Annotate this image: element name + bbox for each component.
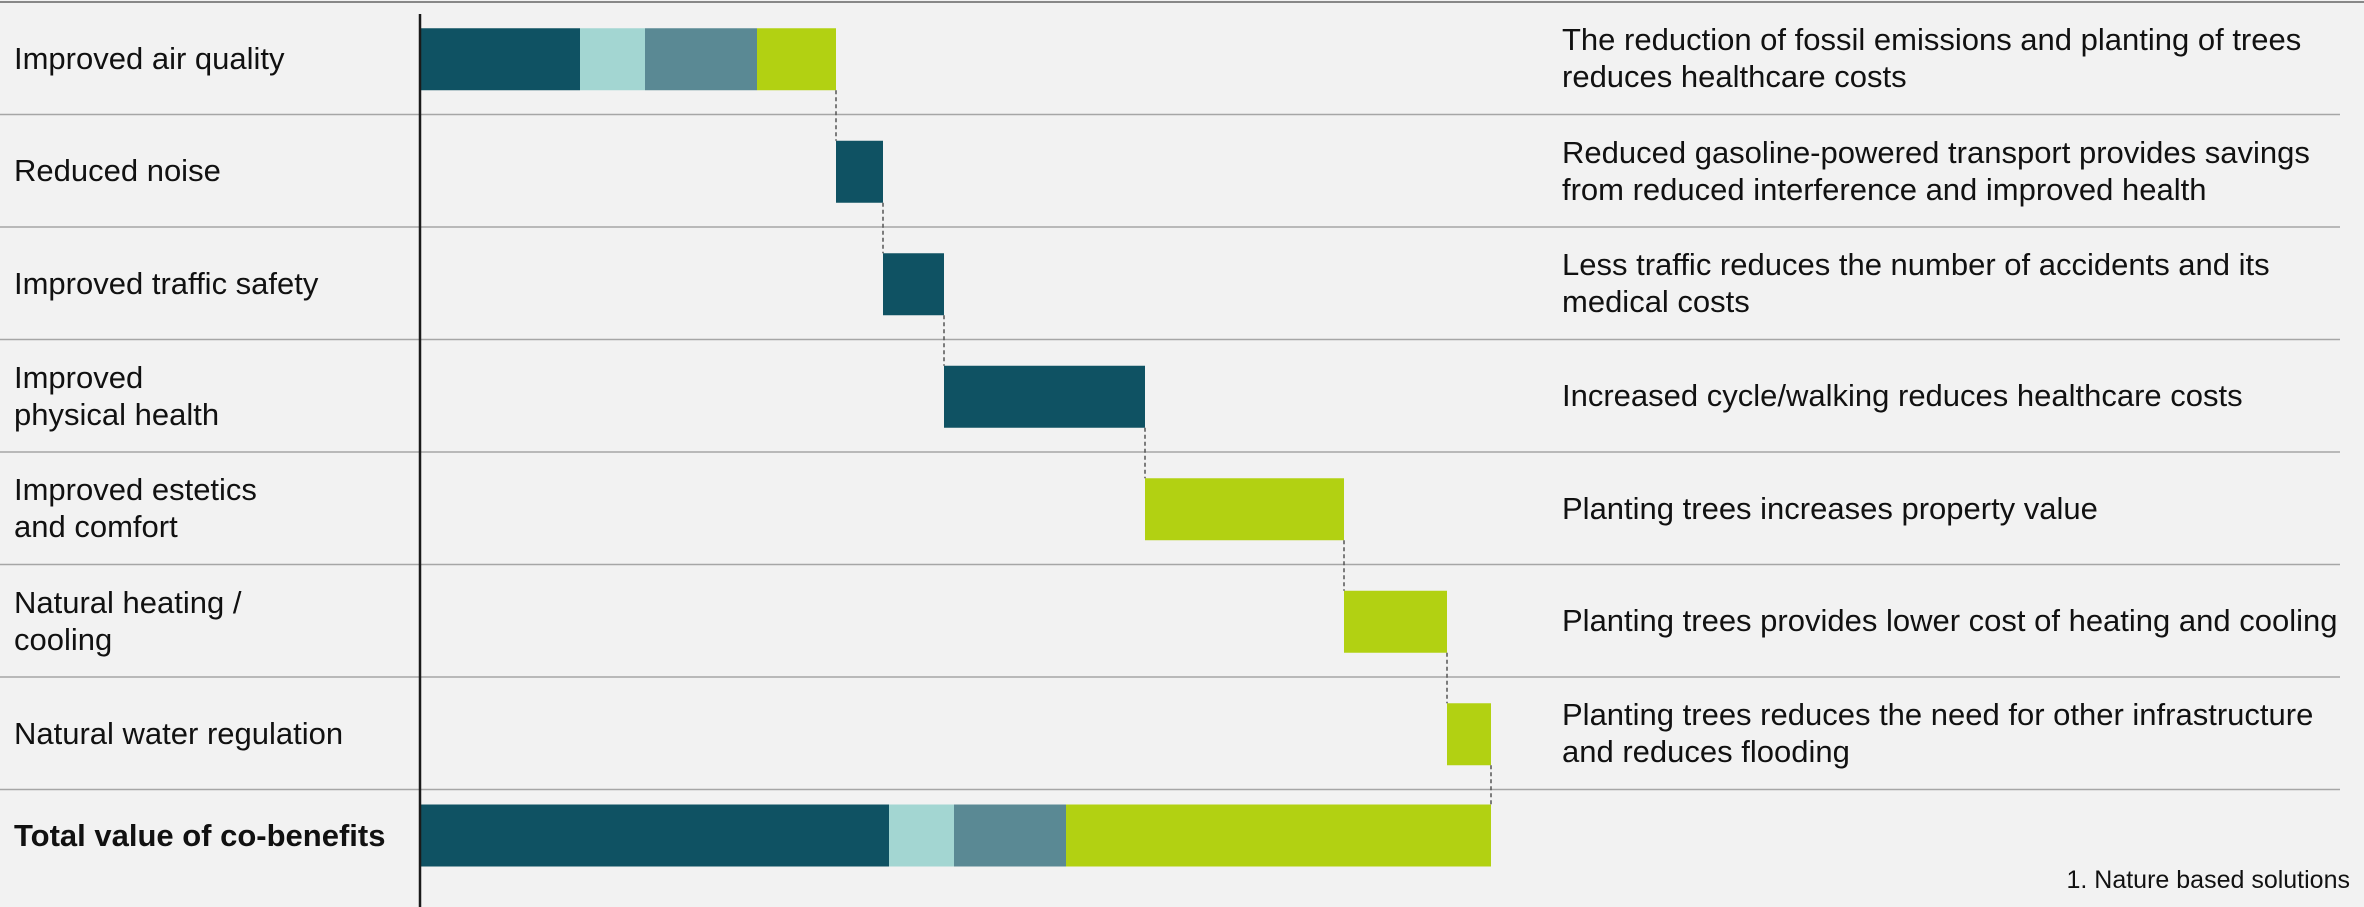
row-label: Improved estetics and comfort	[14, 472, 257, 545]
row-label: Reduced noise	[14, 153, 221, 189]
row-description: Less traffic reduces the number of accid…	[1562, 247, 2270, 320]
footnote: 1. Nature based solutions	[2066, 866, 2350, 894]
total-label: Total value of co-benefits	[14, 818, 386, 853]
row-label: Improved traffic safety	[14, 265, 319, 301]
bar-segment	[883, 253, 944, 316]
bar-segment	[645, 28, 757, 91]
bar-segment	[1145, 478, 1344, 541]
row-description: Planting trees provides lower cost of he…	[1562, 603, 2338, 639]
row-description: Planting trees reduces the need for othe…	[1562, 697, 2314, 770]
row-label: Natural heating / cooling	[14, 584, 242, 657]
total-bar-segment	[1066, 804, 1491, 867]
total-bar-segment	[954, 804, 1066, 867]
bar-segment	[944, 365, 1145, 428]
row-description: Planting trees increases property value	[1562, 490, 2098, 526]
row-description: The reduction of fossil emissions and pl…	[1562, 22, 2302, 95]
bar-segment	[836, 140, 883, 203]
bar-segment	[1447, 703, 1491, 766]
bar-segment	[420, 28, 580, 91]
bar-segment	[580, 28, 645, 91]
bar-segment	[757, 28, 836, 91]
total-bar-segment	[889, 804, 954, 867]
bar-segment	[1344, 590, 1447, 653]
row-label: Natural water regulation	[14, 715, 344, 751]
row-description: Reduced gasoline-powered transport provi…	[1562, 134, 2310, 207]
row-label: Improved air quality	[14, 40, 285, 76]
row-description: Increased cycle/walking reduces healthca…	[1562, 378, 2243, 414]
total-bar-segment	[420, 804, 889, 867]
row-label: Improved physical health	[14, 359, 220, 432]
